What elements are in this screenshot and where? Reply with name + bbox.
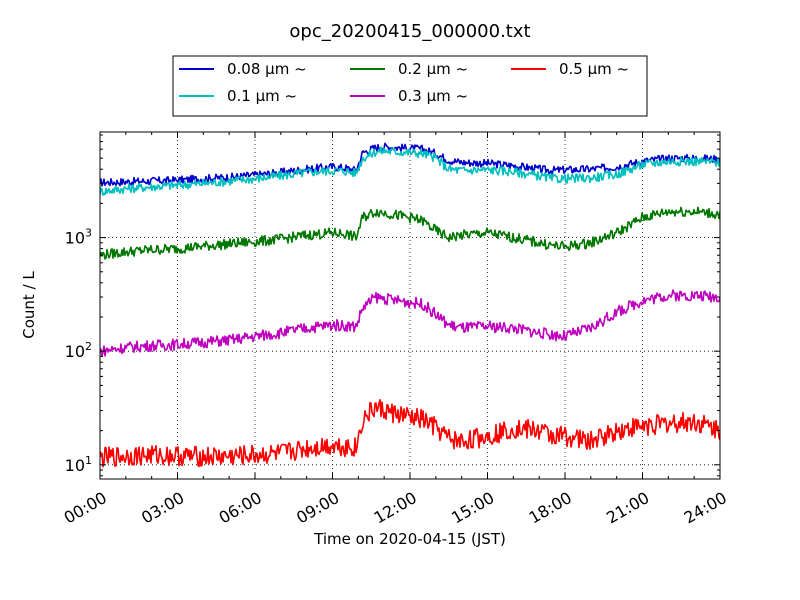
- y-tick-label: 102: [65, 340, 92, 361]
- legend-item: 0.5 μm ~: [511, 60, 629, 78]
- legend-item: 0.3 μm ~: [350, 87, 468, 105]
- legend-item: 0.08 μm ~: [179, 60, 307, 78]
- x-tick-label: 06:00: [216, 488, 265, 528]
- grid-lines: [100, 132, 720, 479]
- y-tick-label: 101: [65, 454, 92, 475]
- series-line-3: [100, 206, 720, 260]
- x-tick-label: 09:00: [293, 488, 342, 528]
- legend: 0.08 μm ~ 0.1 μm ~ 0.2 μm ~ 0.3 μm ~ 0.5 μm …: [172, 55, 648, 117]
- axis-ticks: [99, 132, 721, 479]
- legend-label: 0.1 μm ~: [227, 87, 297, 105]
- series-line-2: [100, 146, 720, 196]
- series-line-4: [100, 289, 720, 357]
- series-line-5: [100, 398, 720, 468]
- x-axis-label: Time on 2020-04-15 (JST): [313, 530, 506, 548]
- legend-item: 0.1 μm ~: [179, 87, 297, 105]
- x-tick-label: 12:00: [371, 488, 420, 528]
- legend-label: 0.5 μm ~: [559, 60, 629, 78]
- x-tick-label: 15:00: [448, 488, 497, 528]
- x-tick-label: 03:00: [138, 488, 187, 528]
- y-axis-label: Count / L: [20, 271, 38, 339]
- legend-label: 0.08 μm ~: [227, 60, 307, 78]
- x-tick-label: 24:00: [681, 488, 730, 528]
- chart-title: opc_20200415_000000.txt: [289, 21, 530, 42]
- x-tick-labels: 00:00 03:00 06:00 09:00 12:00 15:00 18:00 21:00…: [61, 488, 730, 528]
- legend-label: 0.3 μm ~: [398, 87, 468, 105]
- legend-label: 0.2 μm ~: [398, 60, 468, 78]
- y-tick-labels: 101 102 103: [65, 227, 92, 475]
- legend-box: [172, 55, 648, 117]
- x-tick-label: 00:00: [61, 488, 110, 528]
- x-tick-label: 21:00: [603, 488, 652, 528]
- series-lines: [100, 142, 720, 468]
- x-tick-label: 18:00: [526, 488, 575, 528]
- legend-item: 0.2 μm ~: [350, 60, 468, 78]
- y-tick-label: 103: [65, 227, 92, 248]
